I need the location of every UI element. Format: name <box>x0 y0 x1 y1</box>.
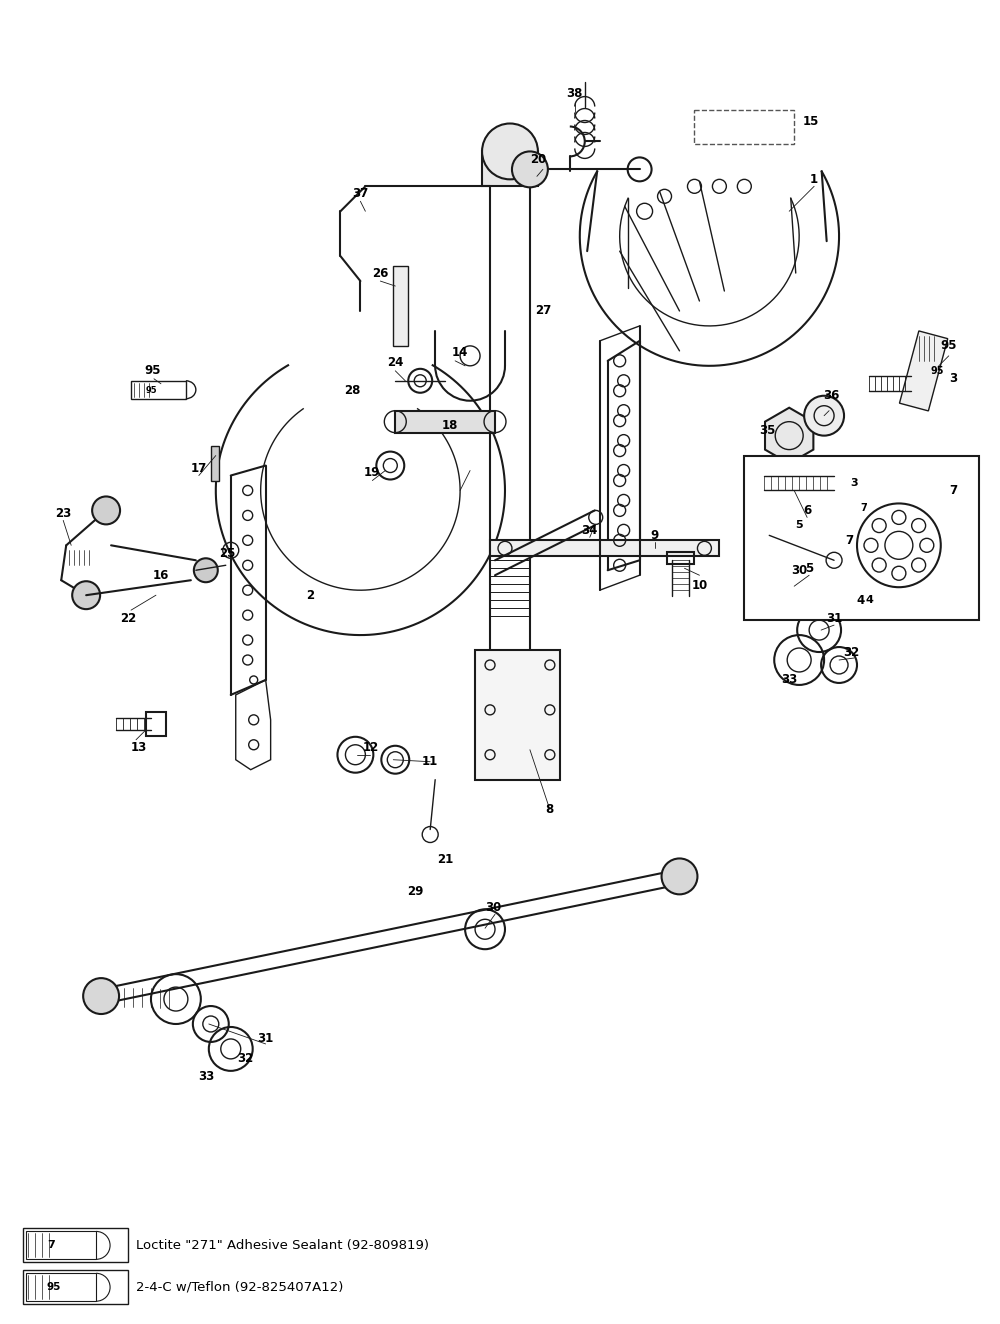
Bar <box>475 650 560 780</box>
Text: 33: 33 <box>781 674 797 686</box>
Text: 19: 19 <box>364 466 381 479</box>
Text: 18: 18 <box>442 420 458 432</box>
Text: 34: 34 <box>582 524 598 536</box>
Text: 7: 7 <box>950 485 958 496</box>
Text: 38: 38 <box>567 87 583 101</box>
Text: 4: 4 <box>865 596 873 605</box>
Text: 2: 2 <box>306 589 315 601</box>
Bar <box>26 1274 96 1301</box>
Text: 23: 23 <box>55 507 71 520</box>
Text: 7: 7 <box>861 503 867 514</box>
Text: 29: 29 <box>407 884 423 898</box>
Text: 3: 3 <box>950 372 958 385</box>
Text: 16: 16 <box>153 569 169 581</box>
Text: 36: 36 <box>823 389 839 402</box>
Bar <box>744 455 979 620</box>
Bar <box>26 1231 96 1259</box>
Bar <box>393 266 408 346</box>
Text: 27: 27 <box>535 305 551 318</box>
Circle shape <box>92 496 120 524</box>
Text: 5: 5 <box>795 520 803 531</box>
Text: 32: 32 <box>843 646 859 658</box>
Text: 95: 95 <box>940 339 957 352</box>
Bar <box>482 151 538 187</box>
Text: 15: 15 <box>803 115 819 128</box>
Text: 31: 31 <box>826 612 842 625</box>
Text: 35: 35 <box>759 424 775 437</box>
Bar <box>490 540 719 556</box>
Text: 26: 26 <box>372 266 389 279</box>
Text: 3: 3 <box>850 478 858 489</box>
Text: 30: 30 <box>791 564 807 577</box>
Text: 6: 6 <box>803 504 811 516</box>
Bar <box>131 381 186 399</box>
Text: 21: 21 <box>437 853 453 866</box>
Circle shape <box>662 858 697 894</box>
Text: 4: 4 <box>857 593 865 606</box>
Text: 31: 31 <box>258 1033 274 1046</box>
Text: 33: 33 <box>198 1070 214 1083</box>
Text: 22: 22 <box>120 612 136 625</box>
Text: 95: 95 <box>145 364 161 377</box>
Text: 7: 7 <box>47 1241 55 1250</box>
Circle shape <box>482 123 538 179</box>
Circle shape <box>512 151 548 187</box>
Circle shape <box>194 559 218 583</box>
Circle shape <box>83 978 119 1014</box>
Bar <box>395 410 495 433</box>
Text: 28: 28 <box>344 384 361 397</box>
Bar <box>23 1270 128 1304</box>
Text: 9: 9 <box>650 528 659 542</box>
Text: 8: 8 <box>546 804 554 816</box>
Text: 95: 95 <box>145 387 157 396</box>
Text: 30: 30 <box>485 900 501 914</box>
Polygon shape <box>765 408 813 463</box>
Text: 2-4-C w/Teflon (92-825407A12): 2-4-C w/Teflon (92-825407A12) <box>136 1280 343 1294</box>
Text: 32: 32 <box>238 1053 254 1066</box>
Text: 95: 95 <box>46 1282 60 1292</box>
Text: 20: 20 <box>530 152 546 166</box>
Text: 7: 7 <box>845 534 853 547</box>
Text: 14: 14 <box>452 347 468 359</box>
Text: 10: 10 <box>691 579 708 592</box>
Bar <box>667 552 694 564</box>
Bar <box>23 1229 128 1262</box>
Text: 11: 11 <box>422 755 438 768</box>
Text: 17: 17 <box>191 462 207 475</box>
Text: 13: 13 <box>131 741 147 755</box>
Text: Loctite "271" Adhesive Sealant (92-809819): Loctite "271" Adhesive Sealant (92-80981… <box>136 1239 429 1253</box>
Bar <box>899 331 948 410</box>
Circle shape <box>72 581 100 609</box>
Bar <box>211 446 219 481</box>
Text: 37: 37 <box>352 187 369 200</box>
Text: 1: 1 <box>810 173 818 185</box>
Text: 25: 25 <box>220 547 236 560</box>
Text: 24: 24 <box>387 356 403 369</box>
Text: 5: 5 <box>805 561 813 575</box>
Bar <box>146 712 166 736</box>
Text: 12: 12 <box>362 741 378 755</box>
Text: 95: 95 <box>930 365 944 376</box>
Circle shape <box>804 396 844 436</box>
Bar <box>694 110 794 144</box>
Bar <box>849 486 901 518</box>
